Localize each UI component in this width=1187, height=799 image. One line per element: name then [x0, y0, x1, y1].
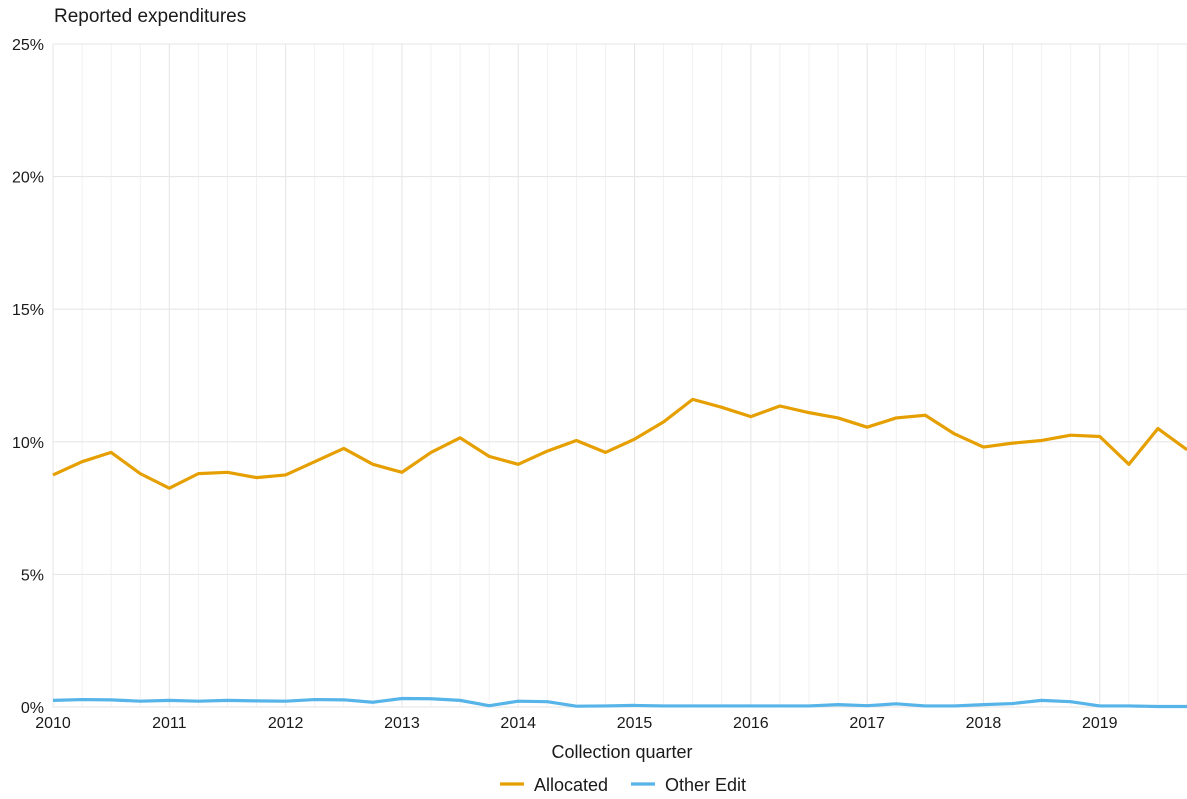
y-tick-label: 10% [12, 435, 44, 452]
y-tick-label: 15% [12, 302, 44, 319]
y-tick-label: 25% [12, 37, 44, 54]
legend-label-other-edit: Other Edit [665, 775, 746, 795]
x-axis-title: Collection quarter [551, 742, 692, 762]
y-tick-label: 0% [21, 700, 44, 717]
x-tick-label: 2010 [35, 715, 71, 732]
y-tick-label: 5% [21, 567, 44, 584]
series-line-allocated [52, 397, 1187, 490]
legend-label-allocated: Allocated [534, 775, 608, 795]
x-tick-label: 2016 [733, 715, 769, 732]
x-tick-label: 2017 [849, 715, 885, 732]
x-axis-ticks: 2010 2011 2012 2013 2014 2015 2016 2017 2018 2019 [35, 715, 1117, 732]
x-tick-label: 2013 [384, 715, 420, 732]
series-lines [52, 397, 1187, 709]
y-axis-ticks: 0% 5% 10% 15% 20% 25% [12, 37, 44, 717]
grid [52, 43, 1187, 708]
x-tick-label: 2019 [1082, 715, 1118, 732]
x-tick-label: 2014 [500, 715, 536, 732]
x-tick-label: 2012 [268, 715, 304, 732]
x-tick-label: 2011 [152, 715, 187, 732]
series-line-other-edit [52, 696, 1187, 709]
x-tick-label: 2018 [966, 715, 1002, 732]
chart-subtitle: Reported expenditures [54, 6, 246, 27]
y-tick-label: 20% [12, 170, 44, 187]
x-tick-label: 2015 [617, 715, 653, 732]
legend: Allocated Other Edit [500, 775, 746, 795]
